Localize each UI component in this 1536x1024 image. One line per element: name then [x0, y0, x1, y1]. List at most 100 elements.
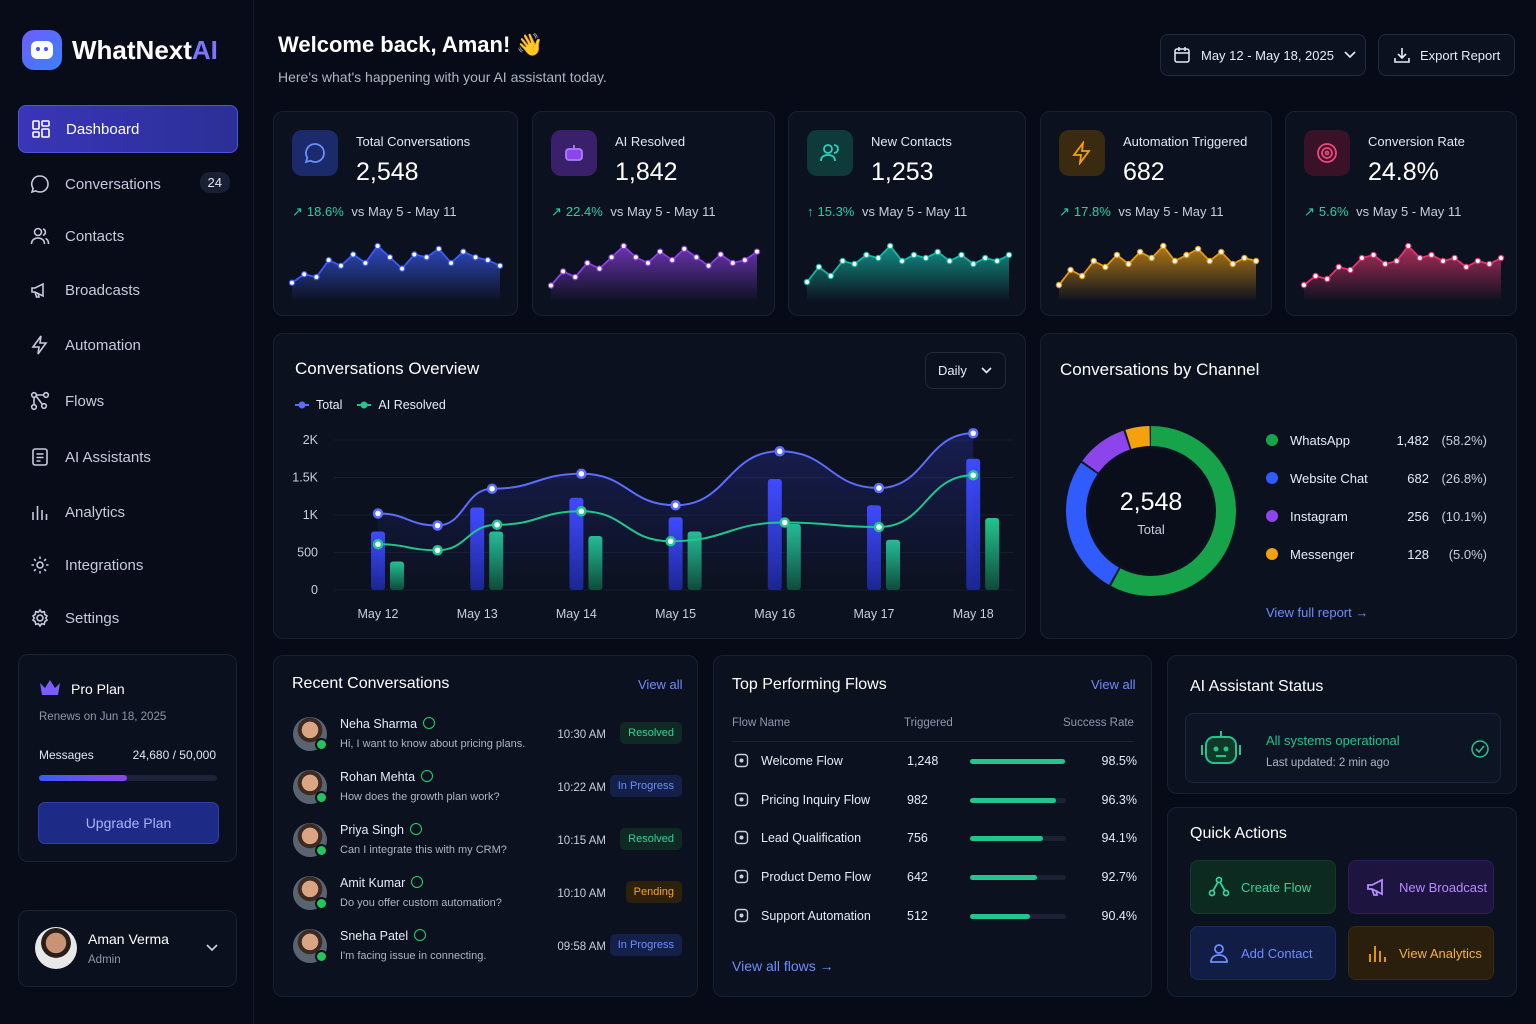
sparkline-point [839, 257, 846, 265]
y-tick-label: 1K [303, 508, 319, 522]
nav-label: Settings [65, 609, 120, 627]
page-title: Welcome back, Aman! 👋 [278, 32, 544, 57]
sparkline-point [1183, 251, 1190, 259]
kpi-sparkline [803, 242, 1013, 300]
conversation-row[interactable]: Sneha Patel I'm facing issue in connecti… [274, 927, 699, 975]
view-analytics-button[interactable]: View Analytics [1348, 926, 1494, 980]
flow-row[interactable]: Pricing Inquiry Flow 982 96.3% [714, 790, 1153, 812]
create-flow-label: Create Flow [1241, 879, 1312, 895]
sparkline-area [807, 246, 1009, 300]
flow-row[interactable]: Welcome Flow 1,248 98.5% [714, 751, 1153, 773]
flows-view-all-link[interactable]: View all [1091, 677, 1136, 692]
sparkline-point [863, 251, 870, 259]
sparkline-point [411, 251, 418, 258]
point-ai-resolved [967, 470, 979, 481]
date-range-text: May 12 - May 18, 2025 [1201, 47, 1334, 63]
top-flows-card: Top Performing Flows View all Flow Name … [713, 655, 1152, 997]
message-preview: Hi, I want to know about pricing plans. [340, 738, 526, 750]
chevron-down-icon[interactable] [205, 943, 219, 953]
kpi-value: 2,548 [356, 158, 419, 186]
view-full-report-link[interactable]: View full report → [1266, 605, 1369, 620]
add-contact-button[interactable]: Add Contact [1190, 926, 1336, 980]
nav-label: Dashboard [66, 120, 140, 138]
nav-item-ai-assistants[interactable]: AI Assistants [18, 433, 238, 481]
sparkline-point [1405, 242, 1412, 250]
nav-item-conversations[interactable]: Conversations 24 [18, 160, 238, 208]
x-tick-label: May 16 [754, 607, 795, 621]
flow-row[interactable]: Lead Qualification 756 94.1% [714, 828, 1153, 850]
legend-row-website-chat: Website Chat 682 (26.8%) [1266, 470, 1491, 488]
trend-up-icon: ↗ [1059, 204, 1070, 219]
success-rate-bar-fill [970, 913, 1030, 919]
sparkline-point [620, 242, 627, 250]
donut-hole [1089, 449, 1213, 573]
conversation-row[interactable]: Amit Kumar Do you offer custom automatio… [274, 874, 699, 922]
nav-label: Automation [65, 336, 141, 354]
conversations-overview-card: Conversations Overview Daily Total AI Re… [273, 333, 1026, 639]
sparkline-point [875, 254, 882, 262]
recent-view-all-link[interactable]: View all [638, 677, 683, 692]
conversation-row[interactable]: Neha Sharma Hi, I want to know about pri… [274, 715, 699, 763]
contact-name: Neha Sharma [340, 717, 436, 731]
nav-item-contacts[interactable]: Contacts [18, 212, 238, 260]
quick-actions-title: Quick Actions [1190, 825, 1287, 842]
sparkline-point [1171, 257, 1179, 265]
sparkline-point [1381, 260, 1389, 268]
flow-row[interactable]: Support Automation 512 90.4% [714, 906, 1153, 928]
sparkline-point [1055, 281, 1063, 289]
conversation-row[interactable]: Rohan Mehta How does the growth plan wor… [274, 768, 699, 816]
new-broadcast-label: New Broadcast [1399, 879, 1488, 895]
new-broadcast-button[interactable]: New Broadcast [1348, 860, 1494, 914]
conversation-row[interactable]: Priya Singh Can I integrate this with my… [274, 821, 699, 869]
lightning-icon [1059, 130, 1105, 176]
sparkline-point [1370, 251, 1377, 259]
flow-row[interactable]: Product Demo Flow 642 92.7% [714, 867, 1153, 889]
sparkline-point [922, 254, 930, 262]
settings-icon [31, 608, 49, 628]
sparkline-point [753, 248, 761, 255]
kpi-card-automation-triggered: Automation Triggered 682 ↗ 17.8% vs May 5… [1040, 111, 1272, 316]
nav-item-settings[interactable]: Settings [18, 594, 238, 642]
trend-up-icon: ↗ [551, 204, 562, 219]
kpi-card-conversion-rate: Conversion Rate 24.8% ↗ 5.6% vs May 5 - M… [1285, 111, 1517, 316]
robot-icon [551, 130, 597, 176]
megaphone-icon [1367, 878, 1383, 896]
channel-value: 128 [1407, 547, 1429, 562]
quick-actions-card: Quick Actions Create Flow New Broadcast … [1167, 807, 1517, 997]
nav-item-broadcasts[interactable]: Broadcasts [18, 266, 238, 314]
col-success-rate: Success Rate [1063, 717, 1134, 729]
view-analytics-label: View Analytics [1399, 945, 1482, 961]
sparkline-point [1241, 254, 1248, 262]
status-badge: Resolved [620, 722, 682, 744]
nav-item-dashboard[interactable]: Dashboard [18, 105, 238, 153]
sparkline-point [547, 282, 555, 289]
recent-title: Recent Conversations [292, 675, 450, 692]
app-logo[interactable]: WhatNextAI [22, 30, 218, 70]
view-all-flows-link[interactable]: View all flows → [732, 958, 834, 974]
nav-item-flows[interactable]: Flows [18, 377, 238, 425]
user-name: Aman Verma [88, 931, 169, 947]
nav-item-integrations[interactable]: Integrations [18, 541, 238, 589]
sparkline-point [1393, 257, 1400, 265]
success-rate-bar [970, 836, 1066, 842]
status-badge: In Progress [609, 934, 682, 956]
user-icon [1210, 944, 1228, 963]
sparkline-point [288, 279, 296, 286]
sparkline-point [815, 263, 823, 271]
flow-success-rate: 92.7% [1101, 870, 1137, 885]
user-profile[interactable]: Aman Verma Admin [18, 910, 237, 987]
kpi-value: 24.8% [1368, 158, 1439, 186]
date-range-picker[interactable]: May 12 - May 18, 2025 [1160, 34, 1366, 76]
sparkline-point [1206, 257, 1213, 265]
create-flow-button[interactable]: Create Flow [1190, 860, 1336, 914]
nav-item-automation[interactable]: Automation [18, 321, 238, 369]
kpi-label: Total Conversations [356, 134, 471, 149]
kpi-label: AI Resolved [615, 134, 686, 149]
upgrade-plan-button[interactable]: Upgrade Plan [38, 802, 219, 844]
kpi-card-new-contacts: New Contacts 1,253 ↑ 15.3% vs May 5 - May… [788, 111, 1026, 316]
sparkline-point [472, 254, 479, 261]
export-report-button[interactable]: Export Report [1378, 34, 1515, 76]
nav-item-analytics[interactable]: Analytics [18, 488, 238, 536]
flow-name: Product Demo Flow [761, 870, 871, 885]
period-select[interactable]: Daily [925, 352, 1006, 389]
